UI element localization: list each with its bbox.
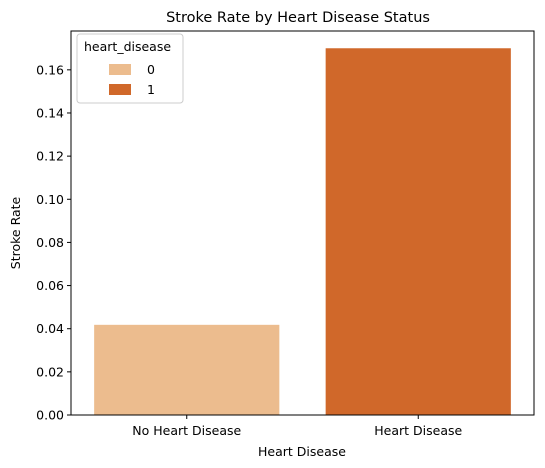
bar xyxy=(325,48,511,415)
y-tick-label: 0.08 xyxy=(36,235,64,250)
y-tick-label: 0.16 xyxy=(36,62,64,77)
legend-swatch xyxy=(109,64,131,75)
x-axis-label: Heart Disease xyxy=(258,444,346,459)
legend-title: heart_disease xyxy=(84,39,171,54)
y-tick-label: 0.04 xyxy=(36,321,64,336)
x-tick-label: No Heart Disease xyxy=(132,423,241,438)
chart-title: Stroke Rate by Heart Disease Status xyxy=(166,10,430,26)
y-tick-label: 0.06 xyxy=(36,278,64,293)
plot-area: 0.00 0.02 0.04 0.06 0.08 0.10 0.12 0.14 0.16 No H… xyxy=(36,30,535,438)
y-tick-label: 0.02 xyxy=(36,364,64,379)
bar xyxy=(94,324,280,415)
legend-label: 0 xyxy=(147,62,155,77)
y-tick-label: 0.14 xyxy=(36,105,64,120)
x-tick-label: Heart Disease xyxy=(374,423,462,438)
y-tick-label: 0.12 xyxy=(36,149,64,164)
y-tick-label: 0.10 xyxy=(36,192,64,207)
legend-label: 1 xyxy=(147,82,155,97)
y-tick-label: 0.00 xyxy=(36,408,64,423)
plot-frame xyxy=(70,30,535,416)
legend-swatch xyxy=(109,84,131,95)
legend: heart_disease 0 1 xyxy=(76,33,184,104)
y-axis-label: Stroke Rate xyxy=(8,196,23,269)
